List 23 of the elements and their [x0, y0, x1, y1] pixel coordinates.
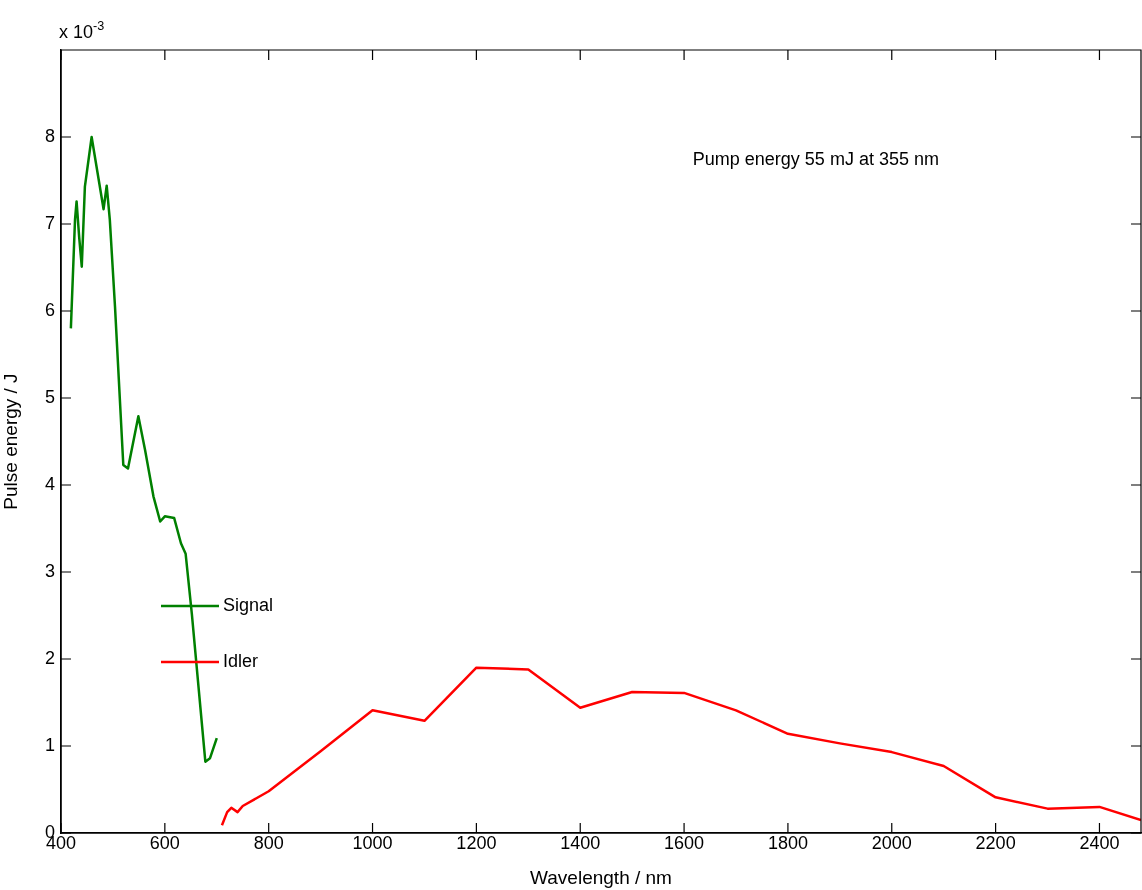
x-tick-label: 2400: [1079, 832, 1120, 853]
y-tick-label: 5: [44, 386, 55, 407]
y-tick-label: 7: [44, 212, 55, 233]
x-axis-title: Wavelength / nm: [530, 866, 672, 888]
x-tick-label: 1600: [664, 832, 705, 853]
x-tick-label: 800: [253, 832, 284, 853]
x-tick-label: 2200: [975, 832, 1016, 853]
y-tick-label: 1: [44, 734, 55, 755]
y-tick-label: 4: [44, 473, 55, 494]
x-tick-label: 1200: [456, 832, 497, 853]
x-tick-label: 1000: [352, 832, 393, 853]
x-tick-label: 1800: [767, 832, 808, 853]
y-axis-title: Pulse energy / J: [0, 373, 21, 510]
y-tick-label: 2: [44, 647, 55, 668]
y-tick-label: 6: [44, 299, 55, 320]
y-tick-label: 8: [44, 125, 55, 146]
x-tick-label: 600: [149, 832, 180, 853]
y-tick-label: 3: [44, 560, 55, 581]
legend-label: Idler: [223, 650, 259, 671]
x-tick-label: 2000: [871, 832, 912, 853]
x-tick-label: 1400: [560, 832, 601, 853]
legend-label: Signal: [223, 594, 274, 615]
annotation: Pump energy 55 mJ at 355 nm: [692, 149, 939, 169]
